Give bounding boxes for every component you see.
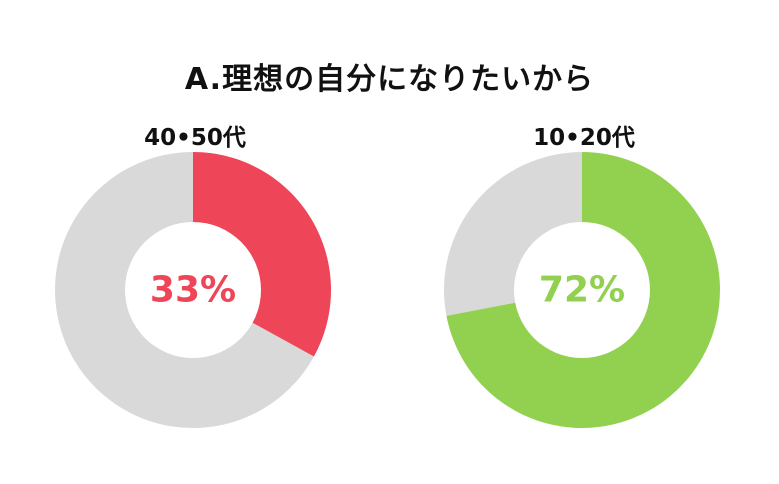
donut-chart-40-50: 33% bbox=[55, 152, 331, 428]
chart-title: A.理想の自分になりたいから bbox=[184, 62, 595, 97]
donut-hole-40-50 bbox=[125, 222, 261, 358]
donut-label-10-20: 10•20代 bbox=[533, 125, 635, 151]
donut-chart-10-20: 72% bbox=[444, 152, 721, 428]
donut-percent-label-40-50: 33% bbox=[150, 270, 236, 311]
donut-percent-label-10-20: 72% bbox=[539, 270, 625, 311]
donut-label-40-50: 40•50代 bbox=[144, 125, 246, 151]
donut-hole-10-20 bbox=[514, 222, 650, 358]
